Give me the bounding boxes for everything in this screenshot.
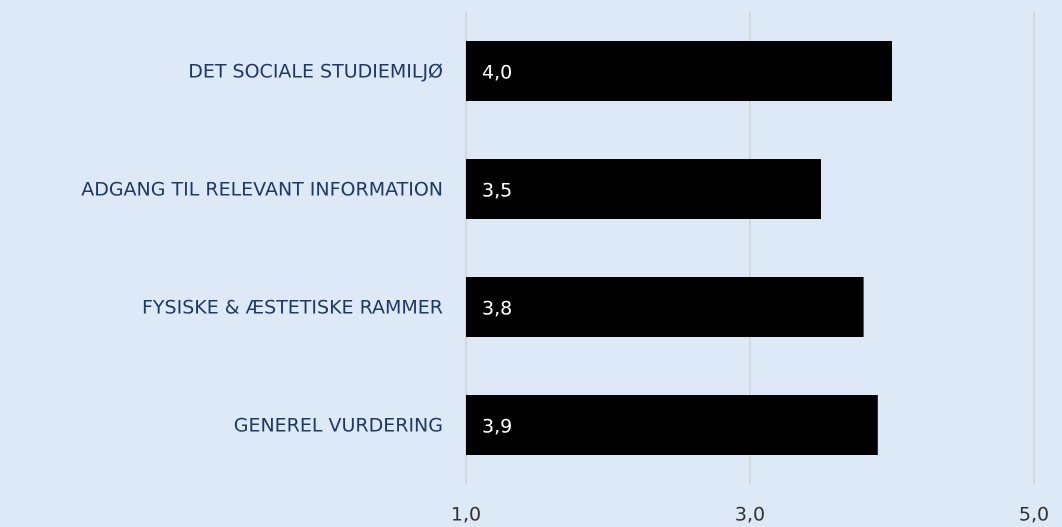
category-label: DET SOCIALE STUDIEMILJØ bbox=[188, 61, 443, 83]
x-tick-label: 1,0 bbox=[451, 504, 481, 526]
bar bbox=[466, 395, 878, 455]
bar bbox=[466, 277, 864, 337]
category-label: GENEREL VURDERING bbox=[234, 415, 443, 437]
bar bbox=[466, 159, 821, 219]
category-label: FYSISKE & ÆSTETISKE RAMMER bbox=[142, 297, 443, 319]
value-label: 3,9 bbox=[482, 416, 512, 438]
bar bbox=[466, 41, 892, 101]
value-label: 4,0 bbox=[482, 62, 512, 84]
value-label: 3,8 bbox=[482, 298, 512, 320]
x-tick-label: 5,0 bbox=[1019, 504, 1049, 526]
x-tick-label: 3,0 bbox=[735, 504, 765, 526]
value-label: 3,5 bbox=[482, 180, 512, 202]
category-label: ADGANG TIL RELEVANT INFORMATION bbox=[81, 179, 443, 201]
